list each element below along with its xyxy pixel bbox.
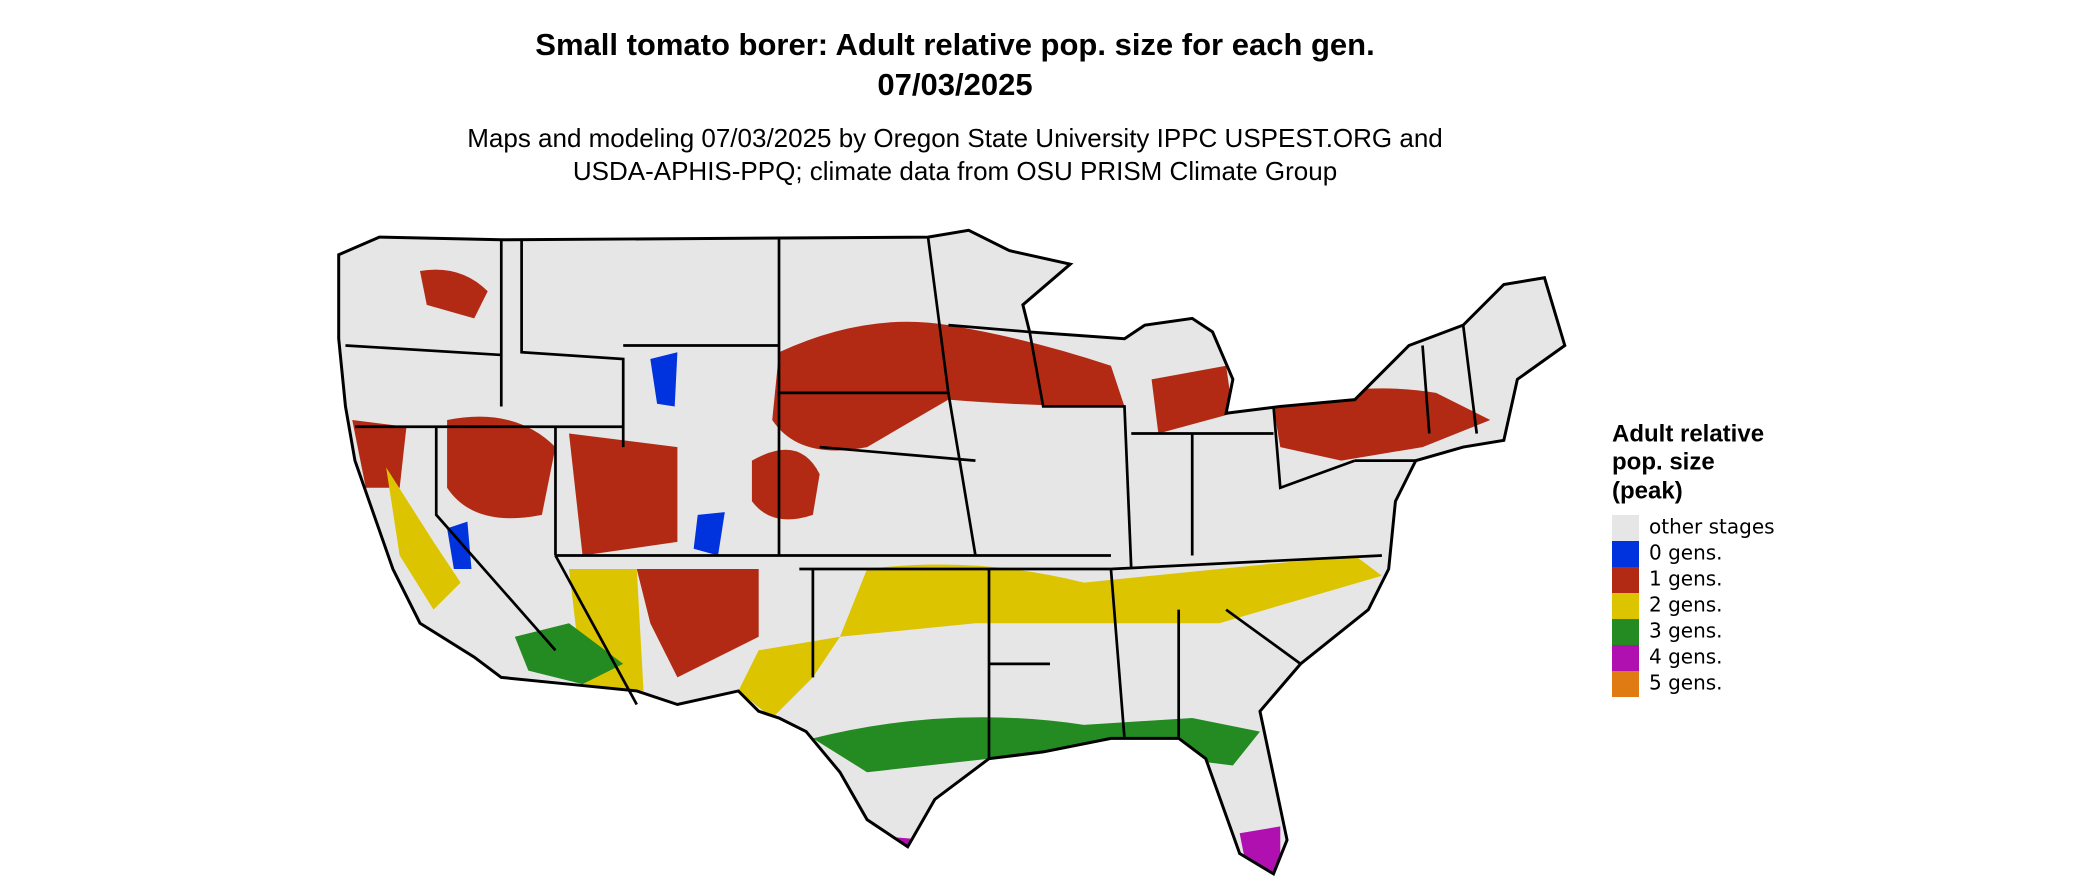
zone (386, 467, 461, 610)
legend-label: 3 gens. (1649, 619, 1723, 643)
legend-title: pop. size (1612, 448, 1715, 475)
legend-label: 0 gens. (1649, 541, 1723, 565)
zone (636, 569, 759, 678)
zone (839, 555, 1382, 637)
legend-label: other stages (1649, 515, 1775, 539)
legend-swatch (1612, 593, 1639, 619)
legend-title: (peak) (1612, 477, 1683, 504)
legend: Adult relative pop. size (peak) other st… (1612, 420, 1775, 697)
subtitle: USDA-APHIS-PPQ; climate data from OSU PR… (573, 156, 1337, 186)
legend-label: 1 gens. (1649, 567, 1723, 591)
zone (650, 352, 678, 407)
population-zones (352, 269, 1491, 874)
zone (1273, 388, 1491, 461)
zone (693, 512, 725, 556)
zone (352, 419, 407, 488)
state-lines (345, 236, 1479, 759)
legend-swatch (1612, 671, 1639, 697)
legend-swatch (1612, 515, 1639, 541)
legend-label: 2 gens. (1649, 593, 1723, 617)
zone (447, 416, 556, 519)
zone (569, 433, 678, 556)
us-map (337, 228, 1567, 876)
zone (738, 636, 840, 719)
legend-swatch (1612, 645, 1639, 671)
legend-swatch (1612, 541, 1639, 567)
title: Small tomato borer: Adult relative pop. … (535, 27, 1374, 62)
subtitle: Maps and modeling 07/03/2025 by Oregon S… (467, 123, 1443, 153)
zone (419, 269, 488, 319)
zone (514, 623, 624, 685)
legend-swatch (1612, 619, 1639, 645)
zone (812, 717, 1260, 773)
zone (1151, 365, 1233, 434)
legend-swatch (1612, 567, 1639, 593)
title-date: 07/03/2025 (877, 67, 1032, 102)
zone (751, 449, 820, 520)
legend-label: 4 gens. (1649, 645, 1723, 669)
legend-label: 5 gens. (1649, 671, 1723, 695)
legend-title: Adult relative (1612, 420, 1764, 447)
